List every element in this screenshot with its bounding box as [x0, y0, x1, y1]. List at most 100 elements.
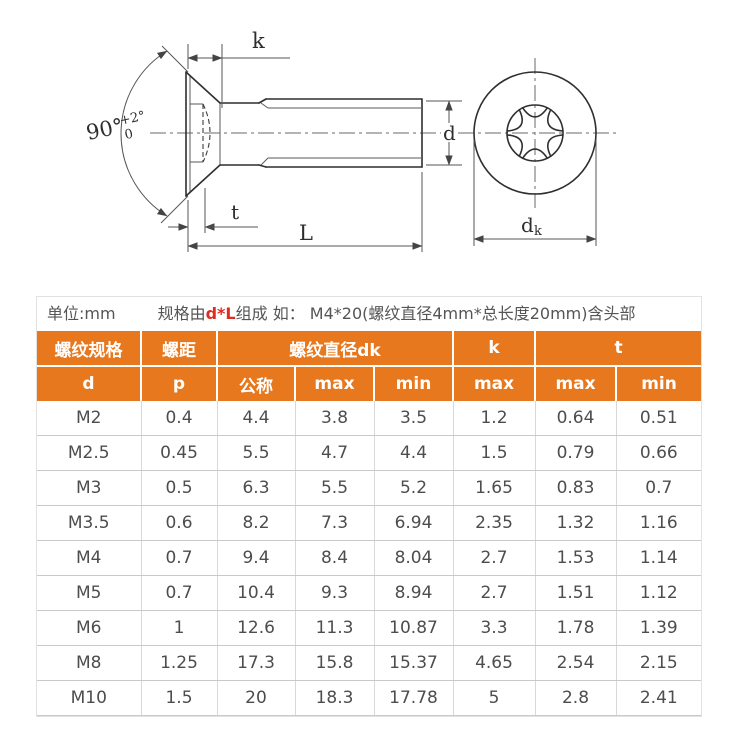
table-cell: 5.2	[373, 470, 454, 506]
dimension-label-d: d	[443, 121, 456, 145]
recess-circle	[506, 104, 564, 162]
table-cell: M3	[37, 470, 141, 506]
subheader-cell: min	[615, 365, 702, 401]
table-cell: 1.78	[534, 610, 617, 646]
table-cell: 2.35	[452, 505, 536, 541]
angle-tolerance-upper: +2°	[118, 109, 146, 129]
subheader-cell: d	[37, 365, 141, 401]
table-cell: 1.5	[452, 435, 536, 471]
table-cell: M8	[37, 645, 141, 681]
table-row: M2.5 0.45 5.5 4.7 4.4 1.5 0.79 0.66	[37, 435, 702, 471]
table-cell: 2.7	[452, 540, 536, 576]
table-cell: M6	[37, 610, 141, 646]
subheader-cell: 公称	[216, 365, 295, 401]
table-cell: 11.3	[294, 610, 374, 646]
table-cell: 1.51	[534, 575, 617, 611]
table-cell: M2.5	[37, 435, 141, 471]
table-cell: 1.65	[452, 470, 536, 506]
screw-side-view	[150, 71, 468, 197]
table-row: M5 0.7 10.4 9.3 8.94 2.7 1.51 1.12	[37, 575, 702, 611]
table-cell: 12.6	[216, 610, 295, 646]
table-cell: 4.65	[452, 645, 536, 681]
table-cell: 15.37	[373, 645, 454, 681]
technical-drawing: k 90° +2° 0 t L	[84, 29, 618, 252]
angle-tolerance-lower: 0	[123, 127, 134, 143]
torx-recess-outline	[506, 107, 564, 159]
table-cell: 2.7	[452, 575, 536, 611]
table-row: M4 0.7 9.4 8.4 8.04 2.7 1.53 1.14	[37, 540, 702, 576]
table-cell: 0.83	[534, 470, 617, 506]
table-cell: 10.4	[216, 575, 295, 611]
table-cell: 2.54	[534, 645, 617, 681]
head-outline-circle	[473, 71, 597, 195]
table-cell: 6.3	[216, 470, 295, 506]
table-cell: 7.3	[294, 505, 374, 541]
table-cell: 1.39	[615, 610, 702, 646]
table-cell: 8.2	[216, 505, 295, 541]
header-k: k	[452, 331, 536, 366]
table-cell: 17.3	[216, 645, 295, 681]
table-cell: 0.45	[140, 435, 217, 471]
header-head-diameter: 螺纹直径dk	[215, 331, 454, 366]
table-cell: 4.4	[216, 401, 295, 436]
table-cell: 1.53	[534, 540, 617, 576]
table-cell: M10	[37, 680, 141, 716]
table-cell: 0.7	[140, 540, 217, 576]
unit-note: 单位:mm 规格由d*L组成 如： M4*20(螺纹直径4mm*总长度20mm)含…	[37, 297, 701, 331]
dimension-dk: d k	[473, 140, 597, 246]
table-cell: 10.87	[373, 610, 454, 646]
table-cell: 9.4	[216, 540, 295, 576]
table-cell: 18.3	[294, 680, 374, 716]
table-cell: 2.8	[534, 680, 617, 716]
table-cell: 1.16	[615, 505, 702, 541]
table-cell: 5.5	[294, 470, 374, 506]
dimension-label-t: t	[231, 200, 239, 224]
table-cell: 1.5	[140, 680, 217, 716]
table-cell: 0.66	[615, 435, 702, 471]
table-cell: 0.6	[140, 505, 217, 541]
table-cell: 6.94	[373, 505, 454, 541]
table-row: M6 1 12.6 11.3 10.87 3.3 1.78 1.39	[37, 610, 702, 646]
subheader-cell: min	[372, 365, 454, 401]
spec-table-block: 单位:mm 规格由d*L组成 如： M4*20(螺纹直径4mm*总长度20mm)含…	[36, 296, 702, 717]
subheader-cell: max	[534, 365, 617, 401]
header-thread-spec: 螺纹规格	[37, 331, 141, 366]
table-cell: 20	[216, 680, 295, 716]
spec-table: 螺纹规格 螺距 螺纹直径dk k t d p 公称 max min max max min M…	[37, 331, 702, 716]
subheader-cell: max	[294, 365, 374, 401]
subheader-cell: max	[452, 365, 536, 401]
table-cell: 8.4	[294, 540, 374, 576]
table-cell: M5	[37, 575, 141, 611]
table-row: M3.5 0.6 8.2 7.3 6.94 2.35 1.32 1.16	[37, 505, 702, 541]
table-cell: 3.8	[294, 401, 374, 436]
table-cell: 1.14	[615, 540, 702, 576]
table-row: M10 1.5 20 18.3 17.78 5 2.8 2.41	[37, 680, 702, 716]
table-cell: M2	[37, 401, 141, 436]
table-cell: 4.7	[294, 435, 374, 471]
dimension-L: L	[187, 172, 423, 252]
table-cell: 9.3	[294, 575, 374, 611]
table-cell: 1.25	[140, 645, 217, 681]
table-row: M8 1.25 17.3 15.8 15.37 4.65 2.54 2.15	[37, 645, 702, 681]
dimension-k: k	[187, 29, 290, 108]
dimension-label-dk-sub: k	[534, 224, 542, 239]
table-cell: 3.3	[452, 610, 536, 646]
dimension-label-L: L	[299, 221, 313, 245]
table-cell: 3.5	[373, 401, 454, 436]
table-cell: 17.78	[373, 680, 454, 716]
spec-rule-highlight: d*L	[205, 304, 236, 323]
table-cell: 0.5	[140, 470, 217, 506]
subheader-cell: p	[140, 365, 217, 401]
table-cell: 5	[452, 680, 536, 716]
dimension-t: t	[168, 188, 258, 252]
dimension-angle: 90° +2° 0	[84, 45, 189, 224]
table-cell: 5.5	[216, 435, 295, 471]
table-cell: 0.4	[140, 401, 217, 436]
table-cell: 0.51	[615, 401, 702, 436]
spec-rule-prefix: 规格由	[157, 304, 206, 323]
table-cell: M3.5	[37, 505, 141, 541]
screw-end-view	[458, 58, 618, 208]
table-cell: 0.7	[615, 470, 702, 506]
table-cell: 8.04	[373, 540, 454, 576]
